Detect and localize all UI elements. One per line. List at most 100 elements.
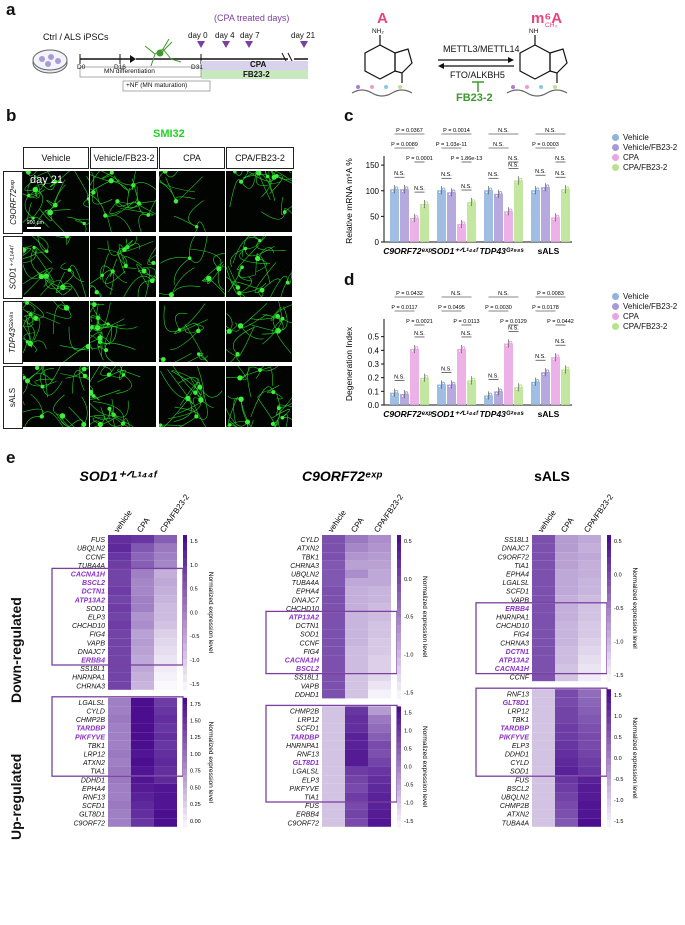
heatmap-cell <box>532 775 555 784</box>
colorbar-title: Normalized expression level <box>421 726 428 808</box>
colorbar-segment <box>607 659 611 668</box>
heatmap-title: sALS <box>534 468 570 484</box>
legend-d-cpafb: CPA/FB23-2 <box>612 322 677 332</box>
colorbar-segment <box>607 666 611 675</box>
heatmap-cell <box>108 783 131 793</box>
heatmap-cell <box>368 672 391 682</box>
p-value-label: P = 0.0117 <box>391 305 417 311</box>
micrograph-3-3 <box>226 366 292 427</box>
heatmap-cell <box>345 689 368 699</box>
heatmap-cell <box>131 543 154 553</box>
heatmap-cell <box>131 732 154 741</box>
micrograph-2-1 <box>90 301 156 362</box>
heatmap-cell <box>555 740 578 750</box>
heatmap-cell <box>108 664 131 673</box>
data-point <box>551 217 556 222</box>
colorbar-segment <box>607 600 611 609</box>
p-value-label: N.S. <box>441 172 452 178</box>
heatmap-cell <box>131 560 154 570</box>
colorbar-tick: 0.5 <box>190 587 198 593</box>
legend-d-vehicle: Vehicle <box>612 292 677 302</box>
gene-label: TUBA4A <box>78 563 106 570</box>
heatmap-cell <box>555 552 578 561</box>
heatmap-cell <box>154 672 177 682</box>
col-header-cpafb: CPA/FB23-2 <box>226 147 294 169</box>
petri-dish-icon <box>32 49 68 74</box>
heatmap-cell <box>154 809 177 819</box>
colorbar-segment <box>607 651 611 660</box>
row-label-sals-text: sALS <box>8 387 18 408</box>
heatmap-cell <box>555 535 578 544</box>
heatmap-cell <box>555 655 578 664</box>
gene-label: ATP13A2 <box>74 597 105 604</box>
gene-label: SOD1 <box>510 769 529 776</box>
gene-label: CYLD <box>300 537 319 544</box>
gene-label: GLT8D1 <box>79 812 105 819</box>
gene-label: RNF13 <box>507 691 529 698</box>
data-point <box>494 391 499 396</box>
bar <box>437 384 446 405</box>
heatmap-cell <box>322 732 345 741</box>
colorbar-tick: 0.5 <box>614 735 622 741</box>
heatmap-cell <box>368 801 391 810</box>
heatmap-cell <box>154 655 177 664</box>
data-point <box>504 343 509 348</box>
heatmap-cell <box>555 706 578 715</box>
p-value-label: P = 0.0083 <box>537 291 564 297</box>
heatmap-cell <box>578 783 601 793</box>
legend-c-cpafb: CPA/FB23-2 <box>612 163 677 173</box>
row-label-sod1-text: SOD1⁺ᐟᴸ¹⁴⁴ᶠ <box>8 245 18 290</box>
data-point <box>551 357 556 361</box>
heatmap-cell <box>345 595 368 604</box>
data-point <box>555 354 560 358</box>
heatmap-cell <box>532 603 555 613</box>
gene-label: TIA1 <box>514 563 529 570</box>
colorbar-segment <box>607 771 611 780</box>
heatmap-cell <box>322 689 345 699</box>
bar <box>457 224 466 242</box>
heatmap-cell <box>108 603 131 613</box>
bar <box>494 391 503 405</box>
gene-label: FUS <box>515 777 529 784</box>
heatmap-cell <box>345 732 368 741</box>
colorbar-segment <box>607 799 611 807</box>
colorbar-segment <box>183 658 187 668</box>
gene-label: GLT8D1 <box>503 700 529 707</box>
gene-label: PIKFYVE <box>499 734 529 741</box>
heatmap-cell <box>108 809 131 819</box>
gene-label: PIKFYVE <box>75 734 105 741</box>
side-label-up: Up-regulated <box>8 753 24 840</box>
heatmap-cell <box>131 595 154 604</box>
p-value-label: N.S. <box>441 367 452 373</box>
micrograph-0-2 <box>159 171 225 232</box>
heatmap-cell <box>131 749 154 758</box>
heatmap-cell <box>578 766 601 776</box>
gene-label: FUS <box>91 537 105 544</box>
heatmap-cell <box>578 552 601 561</box>
colorbar-segment <box>397 649 401 659</box>
heatmap-2: sALS vehicle CPA CPA/FB23-2 SS18L1 DNAJC7C9OR… <box>475 468 638 828</box>
colorbar-title: Normalized expression level <box>631 717 638 799</box>
bar <box>484 395 493 405</box>
heatmap-cell <box>578 740 601 750</box>
data-point <box>488 392 493 397</box>
heatmap-cell <box>131 621 154 630</box>
colorbar-tick: -1.0 <box>190 658 199 664</box>
heatmap-cell <box>131 766 154 776</box>
heatmap-cell <box>555 697 578 707</box>
heatmap-cell <box>154 586 177 596</box>
heatmap-cell <box>578 801 601 810</box>
gene-label: C9ORF72 <box>73 820 105 827</box>
bar <box>514 180 523 242</box>
colorbar-tick: 0.50 <box>190 785 201 791</box>
gene-label: EPHA4 <box>296 589 319 596</box>
y-tick-label: 0.1 <box>368 387 380 396</box>
colorbar-segment <box>183 697 187 705</box>
colorbar-segment <box>607 673 611 682</box>
data-point <box>508 208 513 213</box>
p-value-label: N.S. <box>535 354 546 360</box>
heatmap-cell <box>322 586 345 596</box>
colorbar-segment <box>183 565 187 575</box>
heatmap-cell <box>368 535 391 544</box>
heatmap-cell <box>368 646 391 656</box>
